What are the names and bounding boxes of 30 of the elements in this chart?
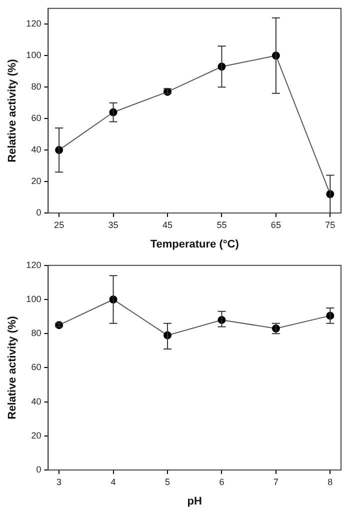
x-tick-label: 6 [219, 476, 224, 487]
y-axis-title: Relative activity (%) [6, 316, 19, 420]
y-tick-label: 40 [31, 144, 42, 155]
x-tick-label: 8 [328, 476, 333, 487]
y-tick-label: 100 [26, 50, 42, 60]
x-tick-label: 5 [164, 476, 170, 487]
x-tick-label: 45 [162, 220, 173, 230]
x-axis-title: Temperature (°C) [150, 238, 240, 250]
x-axis-title: pH [187, 495, 202, 508]
x-tick-label: 55 [216, 220, 227, 230]
x-tick-label: 75 [325, 220, 336, 230]
y-tick-label: 40 [31, 396, 42, 406]
y-tick-label: 120 [26, 18, 42, 29]
x-tick-label: 3 [56, 476, 62, 487]
y-tick-label: 60 [31, 362, 42, 372]
x-tick-label: 7 [273, 476, 278, 487]
y-tick-label: 0 [36, 464, 42, 474]
x-tick-label: 65 [270, 220, 281, 230]
y-tick-label: 100 [26, 294, 42, 304]
y-tick-label: 120 [26, 260, 42, 270]
x-tick-label: 25 [54, 220, 64, 230]
y-tick-label: 60 [31, 113, 42, 124]
y-tick-label: 20 [31, 430, 42, 440]
y-tick-label: 20 [31, 176, 42, 186]
y-tick-label: 80 [31, 82, 42, 92]
y-tick-label: 80 [31, 328, 42, 338]
y-axis-title: Relative activity (%) [6, 58, 19, 162]
x-tick-label: 35 [108, 220, 118, 230]
y-tick-label: 0 [36, 207, 42, 218]
x-tick-label: 4 [110, 476, 116, 487]
